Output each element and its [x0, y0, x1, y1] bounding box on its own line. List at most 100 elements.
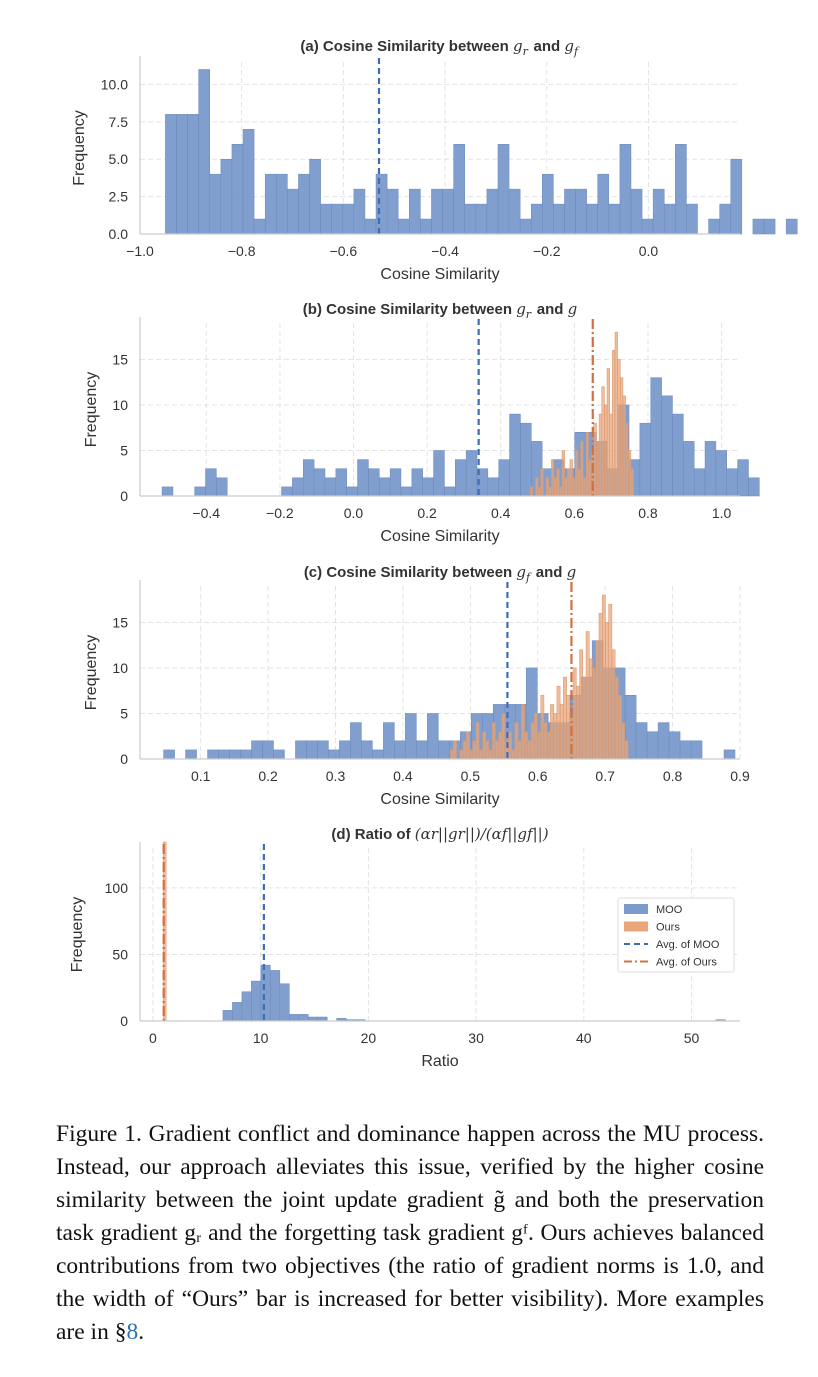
bar [726, 468, 738, 497]
bar [553, 477, 557, 497]
bar [563, 676, 567, 760]
legend-box [617, 897, 735, 973]
bar [270, 970, 281, 1022]
bar [449, 749, 454, 760]
bar [379, 477, 391, 497]
chart-title: (a) Cosine Similarity between gr and gf [300, 37, 580, 58]
bar [372, 749, 384, 760]
bar [672, 413, 684, 497]
bar [427, 713, 439, 760]
bar [241, 991, 252, 1022]
bar [679, 740, 692, 760]
bar [498, 731, 503, 760]
bar [737, 459, 749, 497]
legend-label: Avg. of MOO [656, 939, 720, 951]
bar [542, 173, 554, 235]
x-axis-label: Cosine Similarity [380, 791, 499, 808]
bar [453, 740, 457, 760]
bar [389, 468, 402, 497]
y-tick-label: 15 [112, 614, 128, 630]
bar [185, 749, 197, 760]
bar [683, 441, 695, 497]
x-tick-label: 0.5 [461, 768, 481, 784]
bar [559, 704, 564, 760]
bar [519, 218, 532, 235]
bar [535, 477, 539, 497]
legend-label: Ours [656, 922, 680, 934]
bar [220, 158, 233, 235]
chart-title: (d) Ratio of (αr||gr||)/(αf||gf||) [331, 825, 548, 843]
x-tick-label: 10 [253, 1030, 269, 1046]
bar [589, 658, 593, 760]
bar [462, 740, 467, 760]
bar [543, 722, 548, 760]
bar [752, 218, 765, 235]
bar [281, 486, 293, 497]
bar [287, 188, 299, 235]
bar [556, 685, 561, 760]
bar [635, 722, 648, 760]
bar [595, 640, 600, 760]
bar [292, 477, 304, 497]
bar [567, 468, 571, 497]
bar [405, 713, 417, 760]
bar [763, 218, 776, 235]
bar [517, 740, 522, 760]
bar [597, 173, 610, 235]
bar [394, 740, 406, 760]
x-tick-label: 0.6 [565, 505, 585, 521]
bar [478, 749, 483, 760]
caption-section-link[interactable]: 8 [126, 1319, 139, 1345]
bar [564, 188, 576, 235]
chart-panel-a: −1.0 −0.8 −0.6 −0.4 −0.2 0.0 0.0 2.5 5.0 7.5 10.0 C… [71, 37, 798, 283]
bar [487, 477, 499, 497]
bar [730, 158, 743, 235]
bar [198, 69, 211, 235]
bar [194, 486, 206, 497]
x-tick-label: 0.8 [638, 505, 658, 521]
x-tick-label: −0.6 [330, 243, 358, 259]
x-tick-label: 0.4 [491, 505, 511, 521]
bar [601, 594, 606, 760]
bar [508, 731, 512, 760]
bar [596, 441, 600, 497]
bar [582, 676, 587, 760]
bar [350, 722, 362, 760]
bar [553, 713, 558, 760]
bar [537, 731, 541, 760]
bar [353, 188, 366, 235]
legend-swatch-moo [624, 904, 648, 914]
bar [627, 450, 632, 497]
bar [588, 459, 592, 497]
bar [630, 468, 634, 497]
bar [306, 740, 318, 760]
bar [723, 749, 736, 760]
bar [618, 695, 622, 760]
bar [686, 203, 698, 235]
bar [298, 173, 310, 235]
bar [609, 413, 613, 497]
bar [469, 749, 474, 760]
bar [611, 649, 616, 760]
bar [572, 667, 577, 760]
series-moo [222, 964, 726, 1022]
bar [715, 450, 727, 497]
bar [442, 188, 454, 235]
bar [218, 749, 230, 760]
bar [586, 203, 598, 235]
bar [545, 477, 549, 497]
legend-label: Avg. of Ours [656, 957, 717, 969]
bar [577, 468, 581, 497]
bar [187, 114, 199, 235]
x-tick-label: 0.2 [417, 505, 437, 521]
bar [416, 740, 428, 760]
bar [663, 203, 676, 235]
x-tick-label: 1.0 [712, 505, 732, 521]
x-tick-label: −0.4 [431, 243, 459, 259]
y-tick-label: 100 [105, 880, 129, 896]
bar [317, 740, 329, 760]
bar [514, 722, 519, 760]
x-tick-label: −0.2 [266, 505, 294, 521]
legend: MOO Ours Avg. of MOO Avg. of Ours [617, 897, 735, 973]
figure-charts: −1.0 −0.8 −0.6 −0.4 −0.2 0.0 0.0 2.5 5.0 7.5 10.0 C… [69, 37, 798, 1070]
